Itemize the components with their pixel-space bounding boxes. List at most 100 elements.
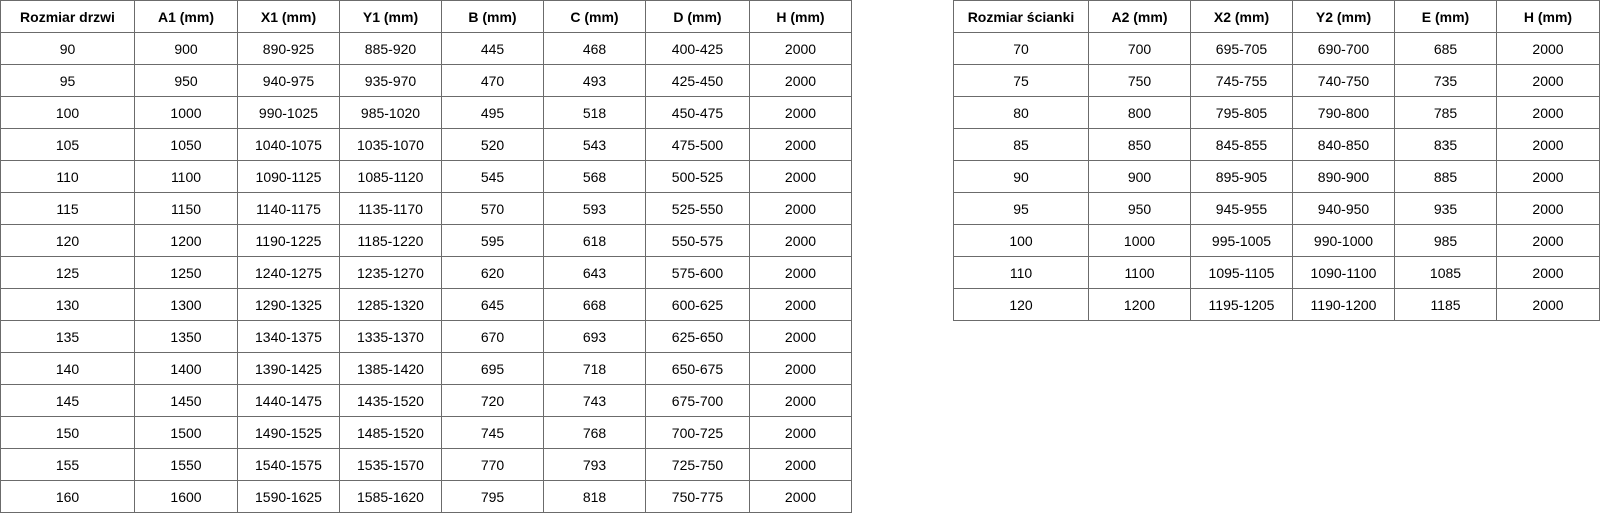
column-header: A1 (mm) [134,0,238,33]
table-cell: 600-625 [645,288,750,321]
door-size-table: Rozmiar drzwi A1 (mm) X1 (mm) Y1 (mm) B (mm)… [0,0,852,513]
table-cell: 1540-1575 [237,448,340,481]
table-cell: 795-805 [1190,96,1293,129]
table-cell: 2000 [1496,128,1600,161]
table-row: 95 950 945-955 940-950 935 2000 [953,192,1600,225]
table-cell: 518 [543,96,646,129]
table-cell: 985 [1394,224,1497,257]
column-header: E (mm) [1394,0,1497,33]
table-cell: 1440-1475 [237,384,340,417]
table-cell: 695-705 [1190,32,1293,65]
table-cell: 1000 [134,96,238,129]
table-cell: 950 [1088,192,1191,225]
table-cell: 115 [0,192,135,225]
table-cell: 1050 [134,128,238,161]
table-cell: 130 [0,288,135,321]
table-cell: 475-500 [645,128,750,161]
table-row: 145 1450 1440-1475 1435-1520 720 743 675-700 20… [0,384,852,417]
table-cell: 695 [441,352,544,385]
table-cell: 890-925 [237,32,340,65]
table-cell: 740-750 [1292,64,1395,97]
table-cell: 668 [543,288,646,321]
table-cell: 1085-1120 [339,160,442,193]
table-row: 140 1400 1390-1425 1385-1420 695 718 650-675 20… [0,352,852,385]
table-cell: 1140-1175 [237,192,340,225]
table-cell: 2000 [749,448,852,481]
header-row: Rozmiar ścianki A2 (mm) X2 (mm) Y2 (mm) E (m… [953,0,1600,33]
table-cell: 1385-1420 [339,352,442,385]
table-cell: 793 [543,448,646,481]
table-cell: 1350 [134,320,238,353]
table-cell: 2000 [749,192,852,225]
table-row: 130 1300 1290-1325 1285-1320 645 668 600-625 20… [0,288,852,321]
table-cell: 935-970 [339,64,442,97]
table-cell: 890-900 [1292,160,1395,193]
table-cell: 693 [543,320,646,353]
table-cell: 800 [1088,96,1191,129]
table-cell: 495 [441,96,544,129]
table-cell: 750 [1088,64,1191,97]
table-row: 90 900 895-905 890-900 885 2000 [953,160,1600,193]
table-cell: 75 [953,64,1089,97]
table-cell: 95 [953,192,1089,225]
table-cell: 2000 [749,288,852,321]
table-cell: 90 [0,32,135,65]
table-cell: 593 [543,192,646,225]
column-header: Rozmiar drzwi [0,0,135,33]
table-cell: 885-920 [339,32,442,65]
table-cell: 2000 [749,224,852,257]
table-cell: 145 [0,384,135,417]
table-cell: 720 [441,384,544,417]
table-row: 115 1150 1140-1175 1135-1170 570 593 525-550 20… [0,192,852,225]
table-cell: 2000 [749,480,852,513]
table-cell: 940-950 [1292,192,1395,225]
table-cell: 1200 [1088,288,1191,321]
table-cell: 1150 [134,192,238,225]
table-cell: 95 [0,64,135,97]
table-row: 125 1250 1240-1275 1235-1270 620 643 575-600 20… [0,256,852,289]
table-cell: 1090-1100 [1292,256,1395,289]
table-cell: 625-650 [645,320,750,353]
table-cell: 550-575 [645,224,750,257]
table-cell: 150 [0,416,135,449]
table-cell: 650-675 [645,352,750,385]
table-cell: 750-775 [645,480,750,513]
table-cell: 685 [1394,32,1497,65]
table-cell: 1485-1520 [339,416,442,449]
table-cell: 645 [441,288,544,321]
table-cell: 995-1005 [1190,224,1293,257]
table-row: 120 1200 1195-1205 1190-1200 1185 2000 [953,288,1600,321]
table-cell: 1450 [134,384,238,417]
table-cell: 1300 [134,288,238,321]
table-cell: 745-755 [1190,64,1293,97]
table-cell: 1100 [134,160,238,193]
table-cell: 1100 [1088,256,1191,289]
table-row: 100 1000 995-1005 990-1000 985 2000 [953,224,1600,257]
table-cell: 1190-1200 [1292,288,1395,321]
table-cell: 700 [1088,32,1191,65]
table-cell: 885 [1394,160,1497,193]
table-cell: 90 [953,160,1089,193]
table-cell: 1235-1270 [339,256,442,289]
table-cell: 2000 [749,320,852,353]
table-cell: 110 [953,256,1089,289]
table-cell: 110 [0,160,135,193]
table-cell: 1240-1275 [237,256,340,289]
table-cell: 675-700 [645,384,750,417]
column-header: X2 (mm) [1190,0,1293,33]
table-cell: 120 [953,288,1089,321]
table-cell: 595 [441,224,544,257]
column-header: D (mm) [645,0,750,33]
table-cell: 445 [441,32,544,65]
table-cell: 895-905 [1190,160,1293,193]
table-cell: 1185 [1394,288,1497,321]
column-header: Y2 (mm) [1292,0,1395,33]
table-cell: 700-725 [645,416,750,449]
column-header: H (mm) [749,0,852,33]
table-row: 80 800 795-805 790-800 785 2000 [953,96,1600,129]
table-cell: 785 [1394,96,1497,129]
table-cell: 468 [543,32,646,65]
table-cell: 1435-1520 [339,384,442,417]
table-cell: 125 [0,256,135,289]
table-cell: 450-475 [645,96,750,129]
